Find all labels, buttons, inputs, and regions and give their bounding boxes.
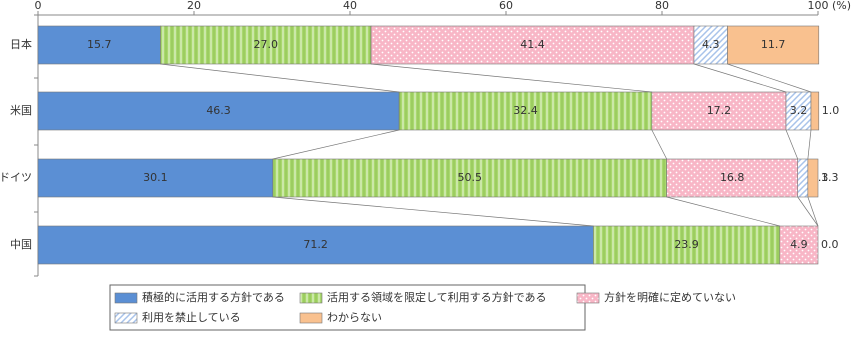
legend-swatch <box>114 292 138 304</box>
connector <box>807 196 819 227</box>
legend-label: 利用を禁止している <box>142 311 241 324</box>
connector <box>693 63 787 93</box>
bar-segment <box>37 91 400 131</box>
legend-label: わからない <box>327 311 382 324</box>
bar-segment <box>370 25 695 65</box>
category-label: 日本 <box>10 37 32 51</box>
legend-swatch <box>576 292 600 304</box>
bar-segment <box>666 158 799 198</box>
x-tick-label: 100 <box>808 0 829 12</box>
value-label: 50.5 <box>457 171 482 184</box>
connector <box>797 196 819 227</box>
bar-segment <box>810 91 820 131</box>
legend-swatch <box>114 312 138 324</box>
legend-swatch <box>299 312 323 324</box>
connector <box>160 63 400 93</box>
legend-swatch <box>299 292 323 304</box>
category-label: 中国 <box>10 238 32 251</box>
x-tick-label: 80 <box>655 0 669 12</box>
connector <box>272 129 400 160</box>
bar-segment <box>727 25 820 65</box>
bar-segment <box>797 158 809 198</box>
value-label: 23.9 <box>674 238 699 251</box>
value-label: 41.4 <box>520 38 545 51</box>
legend-label: 積極的に活用する方針である <box>142 290 285 304</box>
category-label: ドイツ <box>0 171 32 184</box>
bar-segment <box>160 25 372 65</box>
connector <box>651 129 667 160</box>
connector <box>371 63 652 93</box>
x-tick-label: 0 <box>35 0 42 12</box>
legend-label: 方針を明確に定めていない <box>604 290 736 304</box>
value-label: 4.9 <box>790 238 808 251</box>
value-label: 17.2 <box>707 104 732 117</box>
x-tick-label: 40 <box>343 0 357 12</box>
value-label: 3.2 <box>790 104 808 117</box>
bar-segment <box>37 25 161 65</box>
legend-label: 活用する領域を限定して利用する方針である <box>327 290 547 304</box>
legend-box <box>109 284 586 331</box>
bar-segment <box>272 158 667 198</box>
bar-segment <box>37 158 274 198</box>
value-label: 32.4 <box>513 104 538 117</box>
x-tick-label: 60 <box>499 0 513 12</box>
x-tick-label: 20 <box>187 0 201 12</box>
value-label: 27.0 <box>254 38 279 51</box>
value-label: 4.3 <box>702 38 720 51</box>
x-axis-label: (%) <box>832 0 851 12</box>
bar-segment <box>779 225 819 265</box>
value-label: 16.8 <box>720 171 745 184</box>
connector <box>272 196 594 227</box>
connector <box>807 129 812 160</box>
value-label: 30.1 <box>143 171 168 184</box>
value-label: 1.0 <box>822 104 840 117</box>
value-label: 15.7 <box>87 38 112 51</box>
connector <box>727 63 812 93</box>
value-label: 71.2 <box>303 238 328 251</box>
bar-segment <box>593 225 781 265</box>
value-label: 46.3 <box>206 104 231 117</box>
bar-segment <box>693 25 728 65</box>
connector <box>666 196 780 227</box>
value-label: 1.3 <box>821 171 839 184</box>
bar-segment <box>807 158 819 198</box>
bar-segment <box>785 91 812 131</box>
value-label: 0.0 <box>821 238 839 251</box>
value-label: 11.7 <box>761 38 786 51</box>
connector <box>785 129 799 160</box>
bar-segment <box>651 91 787 131</box>
category-label: 米国 <box>10 104 32 117</box>
